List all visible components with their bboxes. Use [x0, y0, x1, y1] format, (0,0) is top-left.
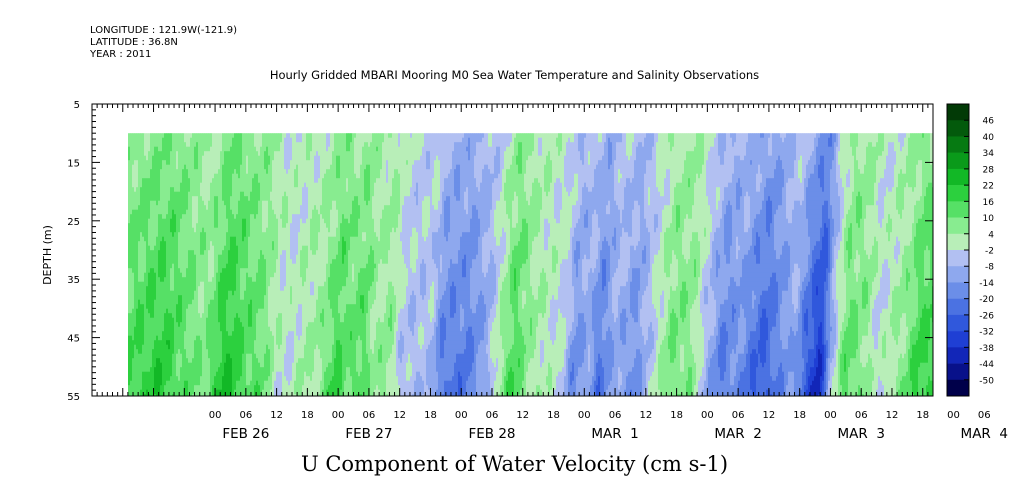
colorbar-swatch — [947, 120, 969, 137]
colorbar-swatch — [947, 314, 969, 332]
axes: 5 15 25 35 45 55 00 06 12 18 00 06 12 18 00 06 12 18 00 06 1… — [67, 100, 1009, 442]
colorbar-tick-label: -2 — [985, 247, 994, 257]
colorbar-swatch — [947, 201, 969, 218]
y-tick-label: 55 — [67, 392, 80, 403]
x-hour-tick-label: 00 — [578, 410, 591, 421]
colorbar-swatch — [947, 347, 969, 364]
x-hour-tick-label: 12 — [639, 410, 652, 421]
x-hour-tick-label: 12 — [763, 410, 776, 421]
x-hour-tick-label: 00 — [332, 410, 345, 421]
colorbar-swatch — [947, 331, 969, 348]
colorbar: 46 40 34 28 22 16 10 4 -2 -8 -14 -20 -26 -32 -38 -44 -50 — [946, 103, 995, 397]
colorbar-swatch — [947, 136, 969, 153]
colorbar-swatch — [947, 379, 969, 397]
x-hour-tick-label: 00 — [209, 410, 222, 421]
latitude-label: LATITUDE : 36.8N — [90, 37, 178, 49]
colorbar-tick-label: -20 — [979, 295, 994, 305]
x-hour-tick-label: 06 — [363, 410, 376, 421]
x-hour-tick-label: 00 — [947, 410, 960, 421]
x-axis-label: U Component of Water Velocity (cm s-1) — [0, 452, 1009, 476]
colorbar-swatch — [947, 363, 969, 381]
y-axis-label: DEPTH (m) — [41, 225, 54, 285]
colorbar-swatch — [947, 104, 969, 121]
x-hour-tick-label: 00 — [701, 410, 714, 421]
colorbar-swatch — [947, 233, 969, 251]
colorbar-tick-label: -26 — [979, 311, 994, 321]
colorbar-tick-label: -8 — [985, 263, 994, 273]
chart-title: Hourly Gridded MBARI Mooring M0 Sea Wate… — [0, 68, 1009, 82]
y-tick-label: 25 — [67, 217, 80, 228]
colorbar-swatch — [947, 298, 969, 316]
colorbar-tick-label: -38 — [979, 344, 994, 354]
colorbar-swatch — [947, 266, 969, 283]
x-hour-tick-label: 12 — [270, 410, 283, 421]
colorbar-tick-label: -44 — [979, 360, 994, 370]
x-day-label: MAR 2 — [714, 426, 761, 442]
colorbar-swatch — [947, 217, 969, 235]
x-day-label: FEB 27 — [345, 426, 392, 442]
colorbar-swatch — [947, 282, 969, 299]
x-hour-tick-label: 18 — [916, 410, 929, 421]
x-hour-tick-label: 06 — [239, 410, 252, 421]
y-tick-label: 35 — [67, 275, 80, 286]
colorbar-tick-label: 40 — [983, 133, 995, 143]
colorbar-tick-label: 22 — [983, 182, 994, 192]
x-day-label: MAR 3 — [837, 426, 884, 442]
colorbar-tick-label: 4 — [988, 230, 994, 240]
year-label: YEAR : 2011 — [90, 49, 151, 61]
x-hour-tick-label: 06 — [855, 410, 868, 421]
x-hour-tick-label: 18 — [301, 410, 314, 421]
colorbar-tick-label: 46 — [983, 117, 995, 127]
y-tick-label: 45 — [67, 334, 80, 345]
x-hour-tick-label: 12 — [516, 410, 529, 421]
x-hour-tick-label: 18 — [547, 410, 560, 421]
colorbar-swatch — [947, 185, 969, 202]
x-day-label: MAR 4 — [961, 426, 1008, 442]
colorbar-swatch — [947, 152, 969, 170]
colorbar-tick-label: 16 — [983, 198, 995, 208]
x-day-label: MAR 1 — [591, 426, 638, 442]
x-hour-tick-label: 12 — [886, 410, 899, 421]
colorbar-swatch — [947, 168, 969, 186]
x-hour-tick-label: 06 — [609, 410, 622, 421]
colorbar-swatch — [947, 250, 969, 267]
colorbar-tick-label: -50 — [979, 376, 994, 386]
longitude-label: LONGITUDE : 121.9W(-121.9) — [90, 25, 237, 37]
colorbar-tick-label: -14 — [979, 279, 994, 289]
colorbar-tick-label: 34 — [983, 149, 995, 159]
colorbar-tick-label: 28 — [983, 165, 995, 175]
colorbar-tick-label: -32 — [979, 328, 994, 338]
x-hour-tick-label: 12 — [393, 410, 406, 421]
x-hour-tick-label: 18 — [793, 410, 806, 421]
x-hour-tick-label: 18 — [670, 410, 683, 421]
x-hour-tick-label: 00 — [455, 410, 468, 421]
x-hour-tick-label: 06 — [732, 410, 745, 421]
x-day-label: FEB 26 — [222, 426, 269, 442]
x-hour-tick-label: 18 — [424, 410, 437, 421]
x-day-label: FEB 28 — [468, 426, 515, 442]
y-tick-label: 5 — [74, 100, 80, 111]
x-hour-tick-label: 06 — [978, 410, 991, 421]
heatmap-field — [128, 133, 933, 396]
x-hour-tick-label: 00 — [824, 410, 837, 421]
x-hour-tick-label: 06 — [486, 410, 499, 421]
y-tick-label: 15 — [67, 158, 80, 169]
colorbar-tick-label: 10 — [983, 214, 995, 224]
